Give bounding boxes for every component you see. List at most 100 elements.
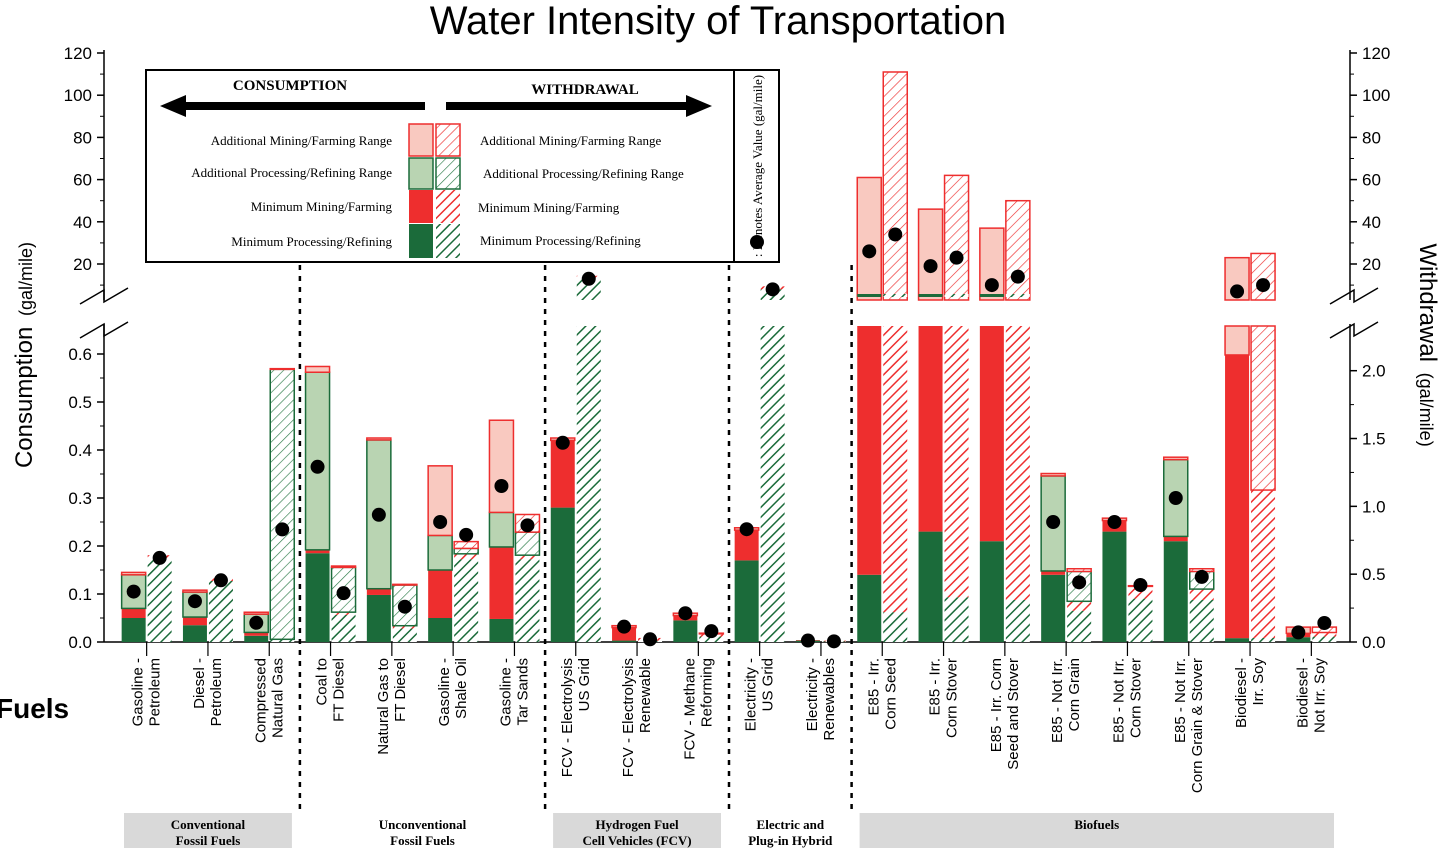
withdrawal-average-dot bbox=[949, 250, 964, 265]
consumption-bar-mining bbox=[1163, 536, 1188, 542]
withdrawal-bar-proc bbox=[1189, 599, 1214, 642]
consumption-average-dot bbox=[1291, 625, 1306, 640]
fuel-label-line-1: Natural Gas to bbox=[375, 658, 392, 755]
withdrawal-bar-proc bbox=[760, 326, 785, 642]
consumption-average-dot bbox=[494, 479, 509, 493]
average-dots-layer bbox=[126, 227, 1332, 649]
fuel-label-line-1: Coal to bbox=[314, 658, 331, 706]
fuel-label-line-2: Shale Oil bbox=[453, 658, 470, 719]
consumption-bar-mining bbox=[1041, 570, 1066, 575]
withdrawal-bar-proc bbox=[576, 326, 601, 642]
consumption-bar-mining bbox=[244, 632, 269, 636]
right-upper-tick-label: 60 bbox=[1362, 171, 1381, 190]
withdrawal-average-dot bbox=[704, 624, 719, 639]
fuel-label-line-2: Petroleum bbox=[208, 658, 225, 726]
legend-swatch-mining-range bbox=[408, 123, 434, 157]
group-label-box bbox=[124, 813, 292, 848]
fuel-label-line-1: E85 - Not Irr. bbox=[1110, 658, 1127, 743]
group-label-line-1: Hydrogen Fuel bbox=[595, 817, 679, 832]
fuel-label-line-2: Reforming bbox=[698, 658, 715, 727]
fuel-label-line-2: Corn Seed bbox=[882, 658, 899, 730]
fuel-label: E85 - Not Irr.Corn Grain & Stover bbox=[1172, 658, 1206, 793]
withdrawal-average-dot bbox=[1194, 569, 1209, 584]
consumption-average-dot bbox=[800, 633, 815, 648]
consumption-average-dot bbox=[371, 507, 386, 522]
consumption-bar-mining-range bbox=[917, 208, 944, 301]
legend-swatch-proc bbox=[409, 224, 433, 258]
consumption-bar-proc-mark bbox=[979, 294, 1004, 297]
fuel-label: Diesel -Petroleum bbox=[191, 658, 225, 726]
group-label-line-2: Fossil Fuels bbox=[390, 833, 455, 848]
consumption-bar-proc bbox=[673, 620, 698, 642]
withdrawal-average-dot bbox=[1010, 269, 1025, 284]
left-tick-label: 0.1 bbox=[68, 585, 92, 604]
consumption-bar-mining-range bbox=[366, 437, 392, 441]
withdrawal-bar-mining bbox=[1251, 490, 1276, 638]
fuel-label-line-1: Biodiesel - bbox=[1233, 658, 1250, 728]
consumption-bar-mining-range bbox=[1040, 472, 1066, 477]
legend: CONSUMPTION WITHDRAWAL Additional Mining… bbox=[145, 69, 780, 263]
consumption-average-dot bbox=[862, 244, 877, 259]
withdrawal-average-dot bbox=[826, 634, 841, 649]
withdrawal-average-dot bbox=[643, 632, 658, 647]
y-axis-left-title: Consumption (gal/mile) bbox=[11, 242, 38, 468]
group-label-line-1: Conventional bbox=[171, 817, 246, 832]
left-upper-tick-label: 60 bbox=[73, 171, 92, 190]
consumption-bar-proc bbox=[244, 635, 269, 642]
withdrawal-bar-proc bbox=[1005, 599, 1030, 642]
fuel-label: Gasoline -Petroleum bbox=[130, 658, 164, 726]
left-tick-label: 0.4 bbox=[68, 441, 92, 460]
consumption-bar-mining-range bbox=[1163, 456, 1189, 461]
legend-withdrawal-label: WITHDRAWAL bbox=[531, 82, 639, 98]
fuel-label-line-2: FT Diesel bbox=[392, 658, 409, 722]
consumption-average-dot bbox=[433, 515, 448, 529]
withdrawal-bar-mining bbox=[944, 326, 969, 598]
withdrawal-average-dot bbox=[888, 227, 903, 242]
withdrawal-bar-proc bbox=[1312, 636, 1337, 642]
fuel-label: E85 - Irr.Corn Seed bbox=[865, 658, 899, 730]
withdrawal-bar-proc-upper bbox=[576, 278, 601, 300]
consumption-bar-proc bbox=[489, 618, 514, 642]
consumption-average-dot bbox=[739, 522, 754, 537]
right-axis-break-lower bbox=[1329, 321, 1379, 339]
group-label: Electric and Plug-in Hybrid bbox=[748, 817, 833, 848]
consumption-average-dot bbox=[249, 615, 264, 630]
legend-consumption-row-4: Minimum Processing/Refining bbox=[231, 234, 392, 249]
withdrawal-bar-proc-range bbox=[453, 547, 479, 555]
withdrawal-bar-mining-range bbox=[453, 540, 479, 550]
left-upper-tick-label: 20 bbox=[73, 255, 92, 274]
axes-layer: 0.0 0.1 0.2 0.3 0.4 0.5 0.6 20 40 60 80 100 120 0.0 0.… bbox=[64, 44, 1391, 652]
fuel-label: Natural Gas toFT Diesel bbox=[375, 658, 409, 755]
withdrawal-bar-proc bbox=[147, 557, 172, 642]
withdrawal-bar-mining bbox=[454, 553, 479, 560]
consumption-bar-proc-range bbox=[427, 534, 453, 571]
left-axis-break-upper bbox=[79, 287, 129, 305]
withdrawal-average-dot bbox=[1317, 616, 1332, 631]
fuel-label-line-1: Electricity - bbox=[804, 658, 821, 731]
fuel-label-line-2: Renewables bbox=[821, 658, 838, 741]
withdrawal-bar-proc-range bbox=[514, 531, 541, 556]
left-tick-label: 0.2 bbox=[68, 537, 92, 556]
fuel-label-line-1: FCV - Electrolysis bbox=[559, 658, 576, 777]
group-label-line-2: Plug-in Hybrid bbox=[748, 833, 833, 848]
fuel-label-line-2: FT Diesel bbox=[331, 658, 348, 722]
consumption-bar-proc-range bbox=[488, 511, 515, 548]
consumption-bar-mining bbox=[489, 546, 514, 619]
consumption-bar-mining-range bbox=[856, 176, 882, 301]
fuel-label-line-1: E85 - Irr. bbox=[927, 658, 944, 716]
fuel-label-line-2: Seed and Stover bbox=[1005, 658, 1022, 770]
consumption-bar-proc bbox=[366, 594, 391, 642]
fuel-label: Biodiesel -Not Irr. Soy bbox=[1294, 658, 1328, 734]
right-axis-break-upper bbox=[1329, 287, 1379, 305]
withdrawal-bar-proc bbox=[699, 636, 724, 642]
group-label-box bbox=[859, 813, 1334, 848]
fuel-label-line-1: E85 - Not Irr. bbox=[1172, 658, 1189, 743]
consumption-average-dot bbox=[984, 278, 999, 293]
withdrawal-average-dot bbox=[152, 550, 167, 565]
y-axis-right-title: Withdrawal (gal/mile) bbox=[1414, 243, 1440, 446]
right-axis-break bbox=[1329, 287, 1379, 339]
right-tick-label: 2.0 bbox=[1362, 362, 1386, 381]
withdrawal-bar-proc bbox=[270, 639, 295, 642]
withdrawal-average-dot bbox=[213, 573, 228, 588]
group-label-line-2: Fossil Fuels bbox=[176, 833, 241, 848]
